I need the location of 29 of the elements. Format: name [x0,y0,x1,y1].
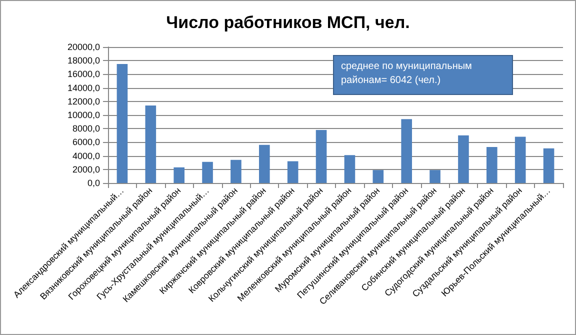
bar [543,148,554,183]
y-tick-label: 14000,0 [67,82,100,93]
y-tick-label: 12000,0 [67,96,100,106]
y-tick-label: 0,0 [87,178,100,188]
bar [259,144,270,183]
bar [344,155,356,183]
chart-title: Число работников МСП, чел. [166,13,410,32]
y-tick-label: 2000,0 [72,164,100,174]
bar [230,160,242,183]
bar [116,64,128,183]
bar [430,170,440,183]
y-tick-label: 16000,0 [67,69,100,80]
bar [372,170,384,183]
y-tick-label: 6000,0 [72,137,100,148]
annotation: среднее по муниципальным районам= 6042 (чел.) [341,60,473,88]
y-tick-label: 20000,0 [67,42,100,52]
bar [316,130,327,183]
bar [202,162,213,183]
y-tick-label: 10000,0 [67,110,100,120]
bar [401,119,412,183]
y-tick-label: 4000,0 [72,150,100,161]
y-tick-label: 18000,0 [67,56,100,66]
bar [514,136,526,183]
bar [145,105,156,183]
bar [174,167,184,183]
bar [458,135,469,183]
bar [486,146,498,183]
y-tick-label: 8000,0 [72,124,100,134]
bar [287,161,298,183]
